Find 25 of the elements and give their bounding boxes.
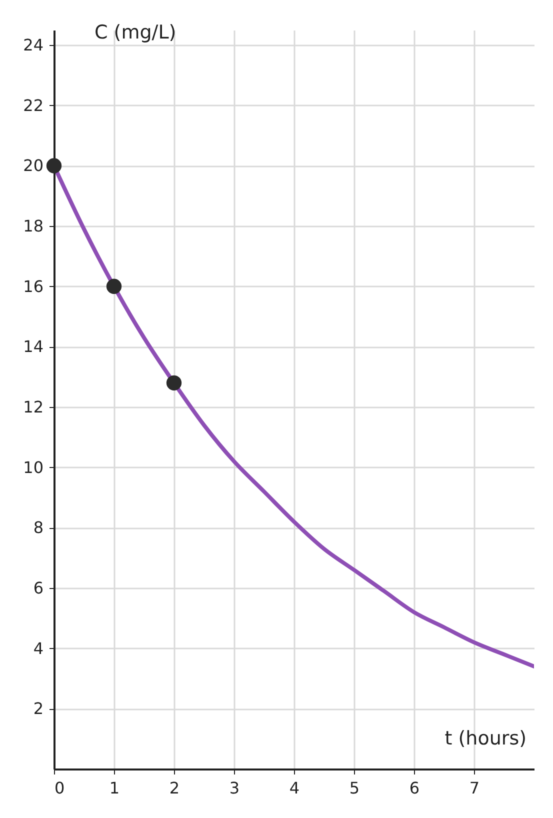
x-tick-label: 2	[169, 778, 180, 798]
y-tick-label: 6	[33, 578, 44, 598]
x-tick-label: 7	[469, 778, 480, 798]
x-tick-label: 0	[54, 778, 65, 798]
y-tick-label: 20	[23, 156, 44, 176]
x-tick-label: 5	[349, 778, 360, 798]
y-tick-label: 18	[23, 216, 44, 236]
y-axis-title: C (mg/L)	[94, 22, 176, 44]
x-tick-label: 4	[289, 778, 300, 798]
point	[166, 375, 182, 390]
y-tick-label: 4	[33, 638, 44, 658]
y-tick-label: 12	[23, 398, 44, 417]
x-tick-label: 1	[109, 778, 120, 798]
x-tick-label: 3	[229, 778, 240, 798]
x-axis-title: t (hours)	[444, 728, 526, 750]
y-tick-label: 14	[23, 337, 44, 356]
y-tick-label: 22	[23, 96, 44, 115]
y-tick-label: 16	[23, 276, 44, 296]
y-tick-label: 24	[23, 36, 44, 55]
y-tick-label: 10	[23, 458, 44, 477]
y-tick-label: 8	[33, 518, 44, 538]
x-tick-label: 6	[409, 778, 420, 798]
y-tick-label: 2	[33, 699, 44, 718]
point	[106, 278, 122, 294]
point	[46, 158, 62, 174]
